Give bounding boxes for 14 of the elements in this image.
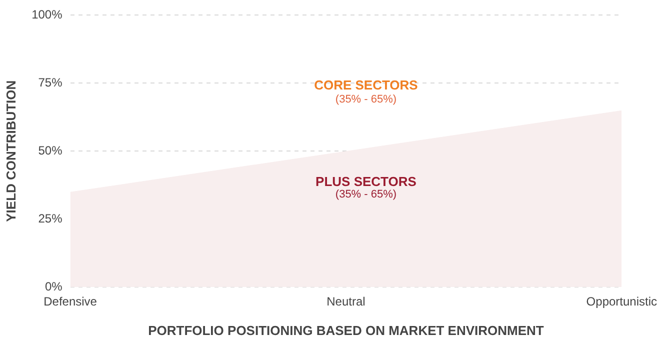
y-axis-title: YIELD CONTRIBUTION [3,80,18,222]
x-tick-label: Neutral [326,294,366,309]
x-tick-label: Defensive [44,294,98,309]
y-tick-label: 50% [38,143,63,158]
y-tick-label: 25% [38,211,63,226]
y-tick-label: 0% [44,279,63,294]
y-tick-label: 75% [38,75,63,90]
annotation: (35% - 65%) [335,93,397,106]
x-axis-title: PORTFOLIO POSITIONING BASED ON MARKET ENVIRONMENT [148,322,544,338]
annotation: (35% - 65%) [335,188,397,201]
annotation: PLUS SECTORS [316,174,417,189]
y-tick-label: 100% [32,8,63,22]
x-tick-label: Opportunistic [586,294,657,309]
annotation: CORE SECTORS [314,77,418,92]
